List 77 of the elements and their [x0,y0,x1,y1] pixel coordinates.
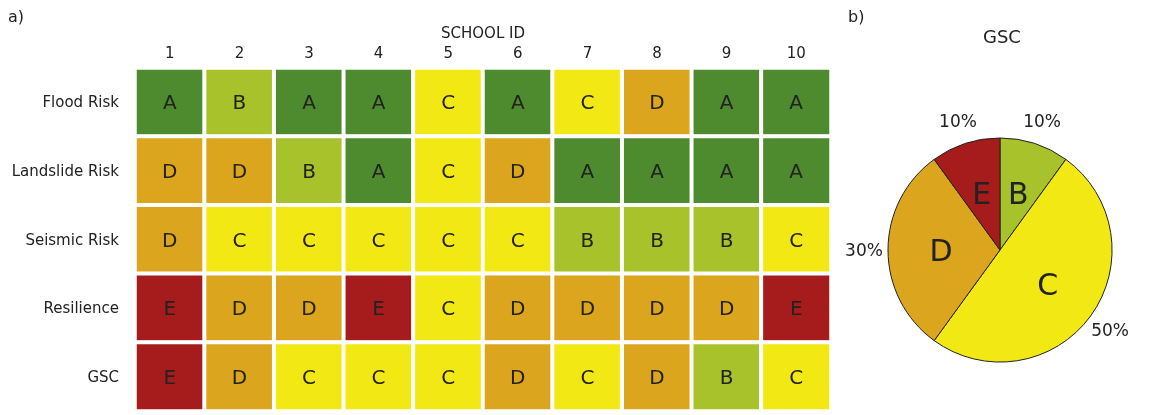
slice-label: E [972,176,992,212]
text: A [162,90,177,115]
text: B [719,227,734,252]
slice-label: B [1007,176,1029,212]
text: C [371,364,386,389]
text: D [579,296,596,321]
text: C [441,90,456,115]
chart-title: GSC [983,25,1021,47]
text: D [510,158,526,183]
text: B [650,227,664,252]
data-label: 30% [845,240,883,260]
text: A [371,158,386,183]
text: C [580,364,595,389]
x-tick-label: 6 [513,43,523,62]
text: C [441,227,456,252]
text: b) [848,6,865,26]
text: A [302,90,316,115]
text: B [580,227,595,252]
text: E [163,296,177,321]
text: a) [8,6,25,26]
x-tick-label: 2 [234,43,245,62]
x-tick-label: 9 [721,43,732,62]
text: C [441,296,456,321]
text: C [302,364,316,389]
text: E [163,364,177,389]
text: B [232,90,247,115]
text: A [789,158,804,183]
x-tick-label: 7 [582,43,593,62]
text: A [719,90,734,115]
x-tick-label: 1 [165,43,175,62]
text: A [789,90,804,115]
text: D [510,296,526,321]
x-tick-label: 5 [443,43,453,62]
text: D [231,296,248,321]
text: C [441,158,456,183]
text: C [302,227,316,252]
text: D [649,90,665,115]
text: D [649,364,665,389]
x-tick-label: 8 [652,43,662,62]
text: C [232,227,247,252]
text: A [580,158,595,183]
y-tick-label: Resilience [43,299,119,318]
text: D [510,364,526,389]
data-label: 50% [1091,319,1129,340]
text: A [510,90,525,115]
y-tick-label: Seismic Risk [25,230,120,249]
text: C [371,227,386,252]
text: C [789,364,804,389]
text: D [162,227,178,252]
data-label: 10% [1023,110,1061,131]
text: D [231,158,248,183]
y-tick-label: GSC [87,367,119,386]
text: A [371,90,386,115]
text: E [372,296,385,321]
x-axis-title: SCHOOL ID [441,23,525,42]
x-tick-label: 10 [786,43,806,62]
text: C [789,227,804,252]
slice-label: C [1037,267,1059,303]
text: E [789,296,803,321]
text: A [650,158,664,183]
text: A [719,158,734,183]
text: D [301,296,317,321]
x-tick-label: 4 [373,43,384,62]
text: C [510,227,525,252]
data-label: 10% [939,110,977,131]
y-tick-label: Landslide Risk [11,161,120,180]
slice-label: D [929,232,953,268]
x-tick-label: 3 [304,43,314,62]
text: D [649,296,665,321]
text: C [580,90,595,115]
text: D [231,364,248,389]
y-tick-label: Flood Risk [42,93,120,112]
text: B [302,158,316,183]
text: D [718,296,735,321]
text: C [441,364,456,389]
text: D [162,158,178,183]
text: B [719,364,734,389]
